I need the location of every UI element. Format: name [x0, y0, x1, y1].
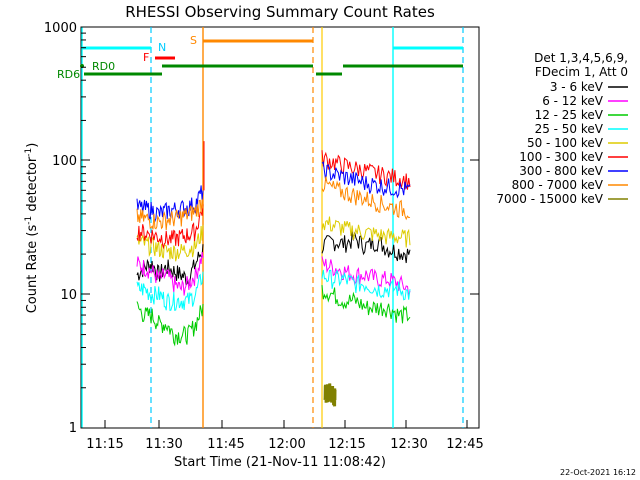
chart-title: RHESSI Observing Summary Count Rates [125, 3, 435, 21]
series-line-12-25-kev-seg1 [136, 301, 204, 347]
x-tick-label-1215: 12:15 [328, 437, 365, 452]
y-tick-label-10: 10 [60, 288, 77, 303]
flag-label-n: N [158, 41, 166, 54]
series-line-800-7000-kev-seg1 [136, 199, 204, 231]
legend-label-7000-15000-kev: 7000 - 15000 keV [496, 192, 603, 206]
legend: Det 1,3,4,5,6,9, FDecim 1, Att 0 3 - 6 k… [496, 51, 628, 206]
series-group [136, 141, 411, 407]
footer-date: 22-Oct-2021 16:12 [560, 468, 636, 477]
series-line-25-50-kev-seg2 [321, 269, 411, 301]
flag-bars [80, 39, 463, 76]
legend-label-100-300-kev: 100 - 300 keV [519, 150, 603, 164]
legend-header-2: FDecim 1, Att 0 [535, 65, 628, 79]
x-tick-label-1145: 11:45 [207, 437, 244, 452]
x-axis: 11:15 11:30 11:45 12:00 12:15 12:30 12:4… [86, 420, 484, 452]
series-line-6-12-kev-seg1 [136, 252, 204, 296]
legend-label-300-800-kev: 300 - 800 keV [519, 164, 603, 178]
flag-label-f: F [143, 51, 149, 64]
series-line-100-300-kev-seg2 [321, 150, 411, 190]
y-tick-label-100: 100 [52, 154, 77, 169]
flag-label-rd0: RD0 [92, 60, 115, 73]
series-line-12-25-kev-seg2 [321, 285, 411, 324]
series-line-300-800-kev-seg2 [321, 161, 411, 199]
y-minor-ticks [81, 32, 86, 389]
x-tick-label-1130: 11:30 [145, 437, 182, 452]
legend-header-1: Det 1,3,4,5,6,9, [534, 51, 628, 65]
legend-label-25-50-kev: 25 - 50 keV [535, 122, 604, 136]
series-line-3-6-kev-seg2 [321, 231, 411, 264]
series-line-100-300-kev-seg1 [136, 204, 204, 250]
series-line-800-7000-kev-seg2 [321, 176, 411, 221]
x-tick-label-1230: 12:30 [390, 437, 427, 452]
y-axis: 1 10 100 1000 [44, 21, 479, 436]
legend-label-6-12-kev: 6 - 12 keV [542, 94, 604, 108]
legend-label-12-25-kev: 12 - 25 keV [535, 108, 604, 122]
legend-label-800-7000-kev: 800 - 7000 keV [512, 178, 604, 192]
x-axis-label: Start Time (21-Nov-11 11:08:42) [174, 455, 386, 470]
x-tick-label-1115: 11:15 [86, 437, 123, 452]
y-axis-label: Count Rate (s-1 detector-1) [24, 143, 40, 314]
legend-label-50-100-kev: 50 - 100 keV [527, 136, 604, 150]
flag-label-rd6: RD6 [57, 68, 80, 81]
plot-frame [80, 26, 480, 429]
x-tick-label-1200: 12:00 [268, 437, 305, 452]
y-tick-label-1000: 1000 [44, 21, 77, 36]
flag-label-s: S [190, 34, 197, 47]
series-line-300-800-kev-seg1 [136, 185, 204, 223]
legend-label-3-6-kev: 3 - 6 keV [550, 80, 604, 94]
series-line-50-100-kev-seg2 [321, 216, 411, 248]
series-line-7000-15000-kev-seg2 [323, 383, 337, 407]
series-line-25-50-kev-seg1 [136, 271, 204, 312]
x-tick-label-1245: 12:45 [446, 437, 483, 452]
y-tick-label-1: 1 [69, 421, 77, 436]
series-line-50-100-kev-seg1 [136, 224, 204, 262]
